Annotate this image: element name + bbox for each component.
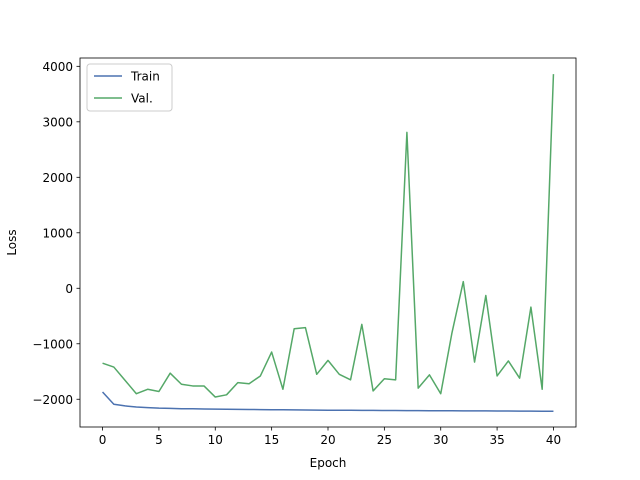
y-ticks: −2000 −1000 0 1000 2000 3000 4000: [32, 60, 80, 407]
plot-lines: [101, 74, 555, 412]
legend-entry-label: Train: [130, 70, 160, 84]
legend: Train Val.: [86, 63, 173, 112]
x-axis-label: Epoch: [310, 456, 347, 470]
y-tick-label: 0: [65, 282, 73, 296]
y-tick-label: 3000: [42, 115, 73, 129]
x-tick-label: 10: [208, 433, 223, 447]
x-tick-label: 25: [377, 433, 392, 447]
legend-entry-label: Val.: [131, 92, 153, 106]
x-ticks: 0 5 10 15 20 25 30 35 40: [99, 427, 561, 447]
series-line-train: [101, 391, 554, 412]
x-tick-label: 35: [489, 433, 504, 447]
y-tick-label: −2000: [32, 393, 73, 407]
y-axis-label: Loss: [5, 229, 19, 255]
x-tick-label: 30: [433, 433, 448, 447]
y-tick-label: 2000: [42, 171, 73, 185]
x-tick-label: 5: [155, 433, 163, 447]
x-tick-label: 40: [546, 433, 561, 447]
x-tick-label: 20: [320, 433, 335, 447]
x-tick-label: 0: [99, 433, 107, 447]
y-tick-label: −1000: [32, 337, 73, 351]
series-line-val: [102, 74, 555, 398]
y-tick-label: 4000: [42, 60, 73, 74]
x-tick-label: 15: [264, 433, 279, 447]
y-tick-label: 1000: [42, 226, 73, 240]
